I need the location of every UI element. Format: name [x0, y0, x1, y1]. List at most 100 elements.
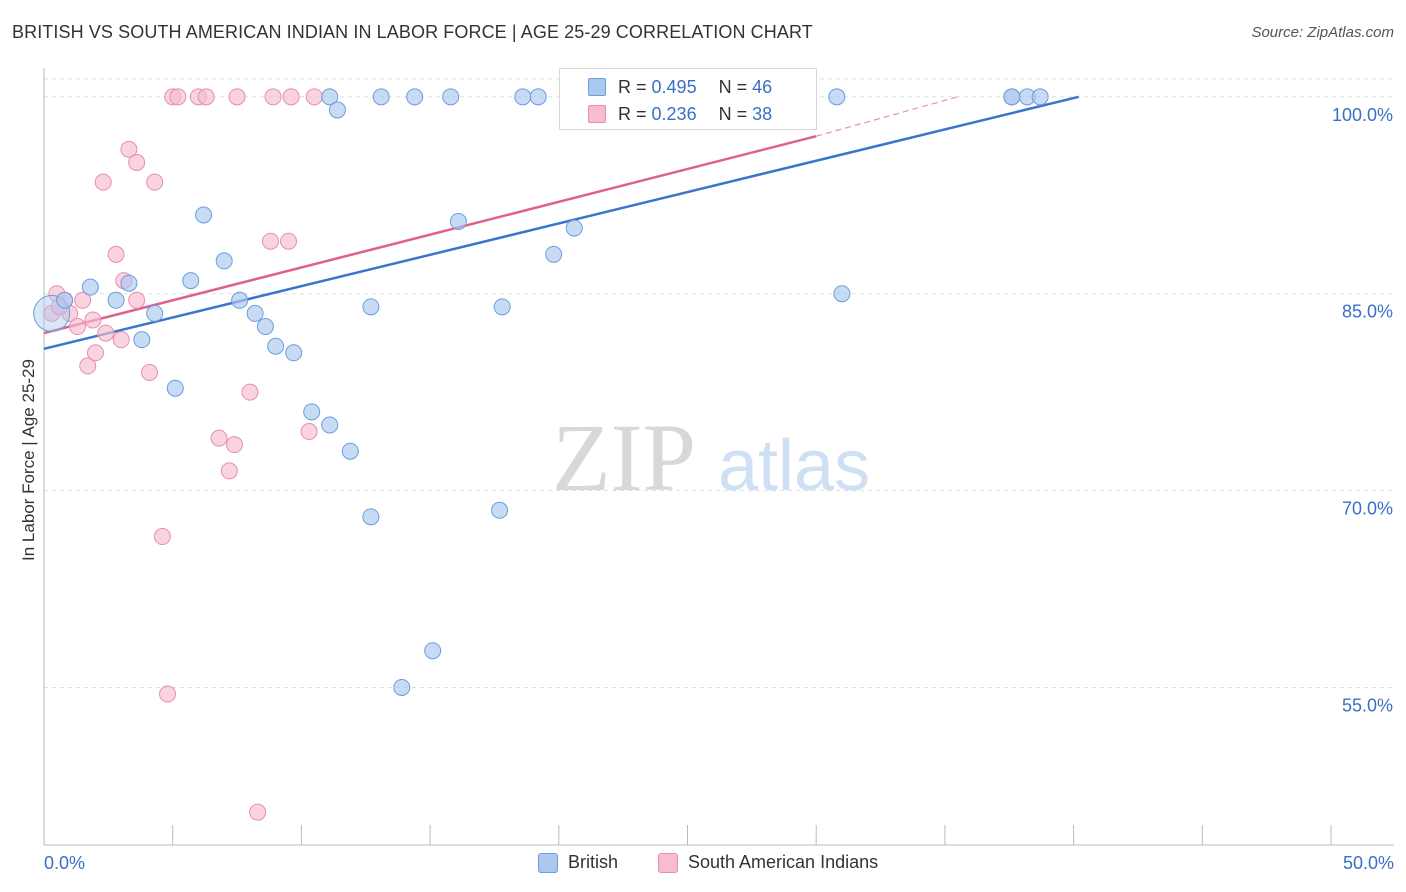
point-sai	[107, 245, 125, 263]
british-r-label: R =	[618, 76, 647, 97]
point-sai	[225, 436, 243, 454]
points-british	[33, 88, 1049, 696]
point-british	[267, 337, 285, 355]
point-british	[195, 206, 213, 224]
point-british	[565, 219, 583, 237]
regression-line-sai-extension	[816, 96, 958, 137]
point-british	[341, 442, 359, 460]
point-british	[246, 304, 264, 322]
point-sai	[153, 528, 171, 546]
point-british	[146, 304, 164, 322]
point-british	[256, 318, 274, 336]
point-british	[56, 291, 74, 309]
point-british	[321, 416, 339, 434]
point-sai	[220, 462, 238, 480]
stats-row-sai: R = 0.236 N = 38	[560, 101, 772, 127]
point-sai	[84, 311, 102, 329]
point-sai	[79, 357, 97, 375]
regression-lines	[43, 95, 1080, 351]
point-sai	[112, 331, 130, 349]
source-credit: Source: ZipAtlas.com	[1251, 24, 1394, 41]
point-british	[133, 331, 151, 349]
regression-line-british	[43, 95, 1080, 351]
british-n-value: 46	[752, 76, 773, 97]
british-swatch	[588, 78, 606, 96]
point-sai	[210, 429, 228, 447]
points-south-american-indians	[43, 88, 323, 821]
y-axis-label: In Labor Force | Age 25-29	[19, 359, 38, 561]
point-british	[1031, 88, 1049, 106]
point-british	[120, 274, 138, 292]
point-british	[166, 379, 184, 397]
point-sai	[68, 318, 86, 336]
legend-item-british[interactable]: British	[538, 852, 618, 873]
british-n-label: N =	[718, 76, 748, 97]
point-british	[449, 213, 467, 231]
legend-label-british: British	[568, 852, 619, 872]
point-british	[285, 344, 303, 362]
chart-title: BRITISH VS SOUTH AMERICAN INDIAN IN LABO…	[12, 22, 813, 42]
point-british	[362, 298, 380, 316]
axes	[43, 68, 1394, 846]
point-british	[215, 252, 233, 270]
point-sai	[169, 88, 187, 106]
point-british	[303, 403, 321, 421]
watermark-zip: ZIP	[552, 404, 696, 511]
point-sai	[74, 291, 92, 309]
point-british	[372, 88, 390, 106]
sai-r-label: R =	[618, 103, 647, 124]
point-british	[493, 298, 511, 316]
point-sai	[86, 344, 104, 362]
sai-n-label: N =	[718, 103, 748, 124]
point-british	[529, 88, 547, 106]
point-british	[182, 272, 200, 290]
watermark: ZIP atlas	[552, 404, 870, 511]
x-tick-label-min: 0.0%	[44, 853, 85, 873]
legend-item-sai[interactable]: South American Indians	[658, 852, 878, 873]
x-tick-label-max: 50.0%	[1343, 853, 1394, 873]
point-british	[328, 101, 346, 119]
point-sai	[159, 685, 177, 703]
stats-row-british: R = 0.495 N = 46	[560, 74, 772, 100]
regression-line-sai	[43, 134, 817, 335]
y-tick-label: 55.0%	[1342, 695, 1393, 715]
tick-labels: 55.0% 70.0% 85.0% 100.0% 0.0% 50.0%	[44, 105, 1394, 873]
point-sai	[94, 173, 112, 191]
point-sai	[280, 232, 298, 250]
point-sai	[128, 153, 146, 171]
point-british	[442, 88, 460, 106]
sai-n-value: 38	[752, 103, 773, 124]
point-british	[833, 285, 851, 303]
point-sai	[264, 88, 282, 106]
y-tick-label: 70.0%	[1342, 499, 1393, 519]
point-british	[514, 88, 532, 106]
point-british	[1003, 88, 1021, 106]
point-sai	[249, 803, 267, 821]
point-british	[406, 88, 424, 106]
stats-legend-box: R = 0.495 N = 46 R = 0.236 N = 38	[559, 68, 817, 130]
point-sai	[97, 324, 115, 342]
point-british	[231, 291, 249, 309]
sai-swatch	[588, 105, 606, 123]
point-british	[491, 501, 509, 519]
point-sai	[197, 88, 215, 106]
point-british	[393, 678, 411, 696]
bottom-legend: British South American Indians	[0, 852, 1406, 878]
point-sai	[228, 88, 246, 106]
legend-swatch-british	[538, 852, 558, 873]
y-tick-label: 100.0%	[1332, 105, 1393, 125]
point-british	[321, 88, 339, 106]
point-sai	[120, 140, 138, 158]
legend-label-sai: South American Indians	[688, 852, 879, 872]
point-sai	[146, 173, 164, 191]
point-british	[424, 642, 442, 660]
legend-swatch-sai	[658, 852, 678, 873]
point-british	[362, 508, 380, 526]
point-sai	[262, 232, 280, 250]
point-british	[107, 291, 125, 309]
point-sai	[141, 363, 159, 381]
point-sai	[300, 423, 318, 441]
point-sai	[241, 383, 259, 401]
point-british	[81, 278, 99, 296]
